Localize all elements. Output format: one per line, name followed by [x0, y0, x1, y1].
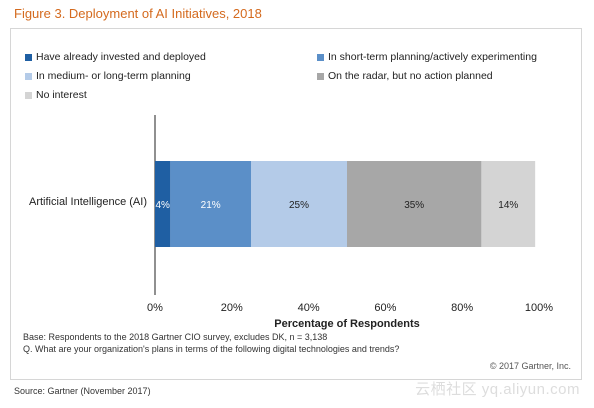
legend-swatch — [317, 72, 324, 80]
legend-swatch — [25, 72, 32, 80]
legend-item: In short-term planning/actively experime… — [317, 51, 537, 63]
legend-label: In medium- or long-term planning — [36, 70, 191, 82]
copyright-note: © 2017 Gartner, Inc. — [489, 361, 571, 371]
bar-segment — [155, 161, 171, 247]
category-label: Artificial Intelligence (AI) — [29, 196, 147, 208]
bar-segment — [347, 161, 482, 247]
watermark: 云栖社区 yq.aliyun.com — [415, 381, 580, 398]
chart-frame: Have already invested and deployed In sho… — [10, 28, 582, 380]
x-tick-label: 40% — [297, 302, 320, 314]
figure-title: Figure 3. Deployment of AI Initiatives, … — [14, 6, 262, 21]
legend-item: On the radar, but no action planned — [317, 70, 493, 82]
legend-swatch — [25, 91, 32, 99]
chart-plot-area: 4% 21% 25% 35% 14% — [154, 115, 536, 295]
data-label: 35% — [404, 200, 424, 211]
source-note: Source: Gartner (November 2017) — [14, 386, 151, 396]
x-tick-label: 100% — [524, 302, 554, 314]
data-label: 4% — [155, 200, 170, 211]
legend-label: No interest — [36, 89, 87, 101]
bar-segment — [481, 161, 536, 247]
question-note: Q. What are your organization's plans in… — [23, 344, 400, 354]
bar-segment — [170, 161, 251, 247]
x-tick-label: 80% — [451, 302, 474, 314]
x-axis-label: Percentage of Respondents — [274, 318, 420, 330]
x-tick-label: 20% — [220, 302, 243, 314]
legend-label: On the radar, but no action planned — [328, 70, 493, 82]
legend-label: In short-term planning/actively experime… — [328, 51, 537, 63]
legend-item: In medium- or long-term planning — [25, 70, 191, 82]
data-label: 14% — [498, 200, 518, 211]
base-note: Base: Respondents to the 2018 Gartner CI… — [23, 332, 328, 342]
legend-swatch — [317, 53, 324, 61]
legend-label: Have already invested and deployed — [36, 51, 206, 63]
x-tick-label: 60% — [374, 302, 397, 314]
legend-swatch — [25, 53, 32, 61]
data-label: 21% — [201, 200, 221, 211]
legend-item: Have already invested and deployed — [25, 51, 206, 63]
bar-segment — [251, 161, 347, 247]
legend-item: No interest — [25, 89, 87, 101]
data-label: 25% — [289, 200, 309, 211]
x-tick-label: 0% — [147, 302, 163, 314]
